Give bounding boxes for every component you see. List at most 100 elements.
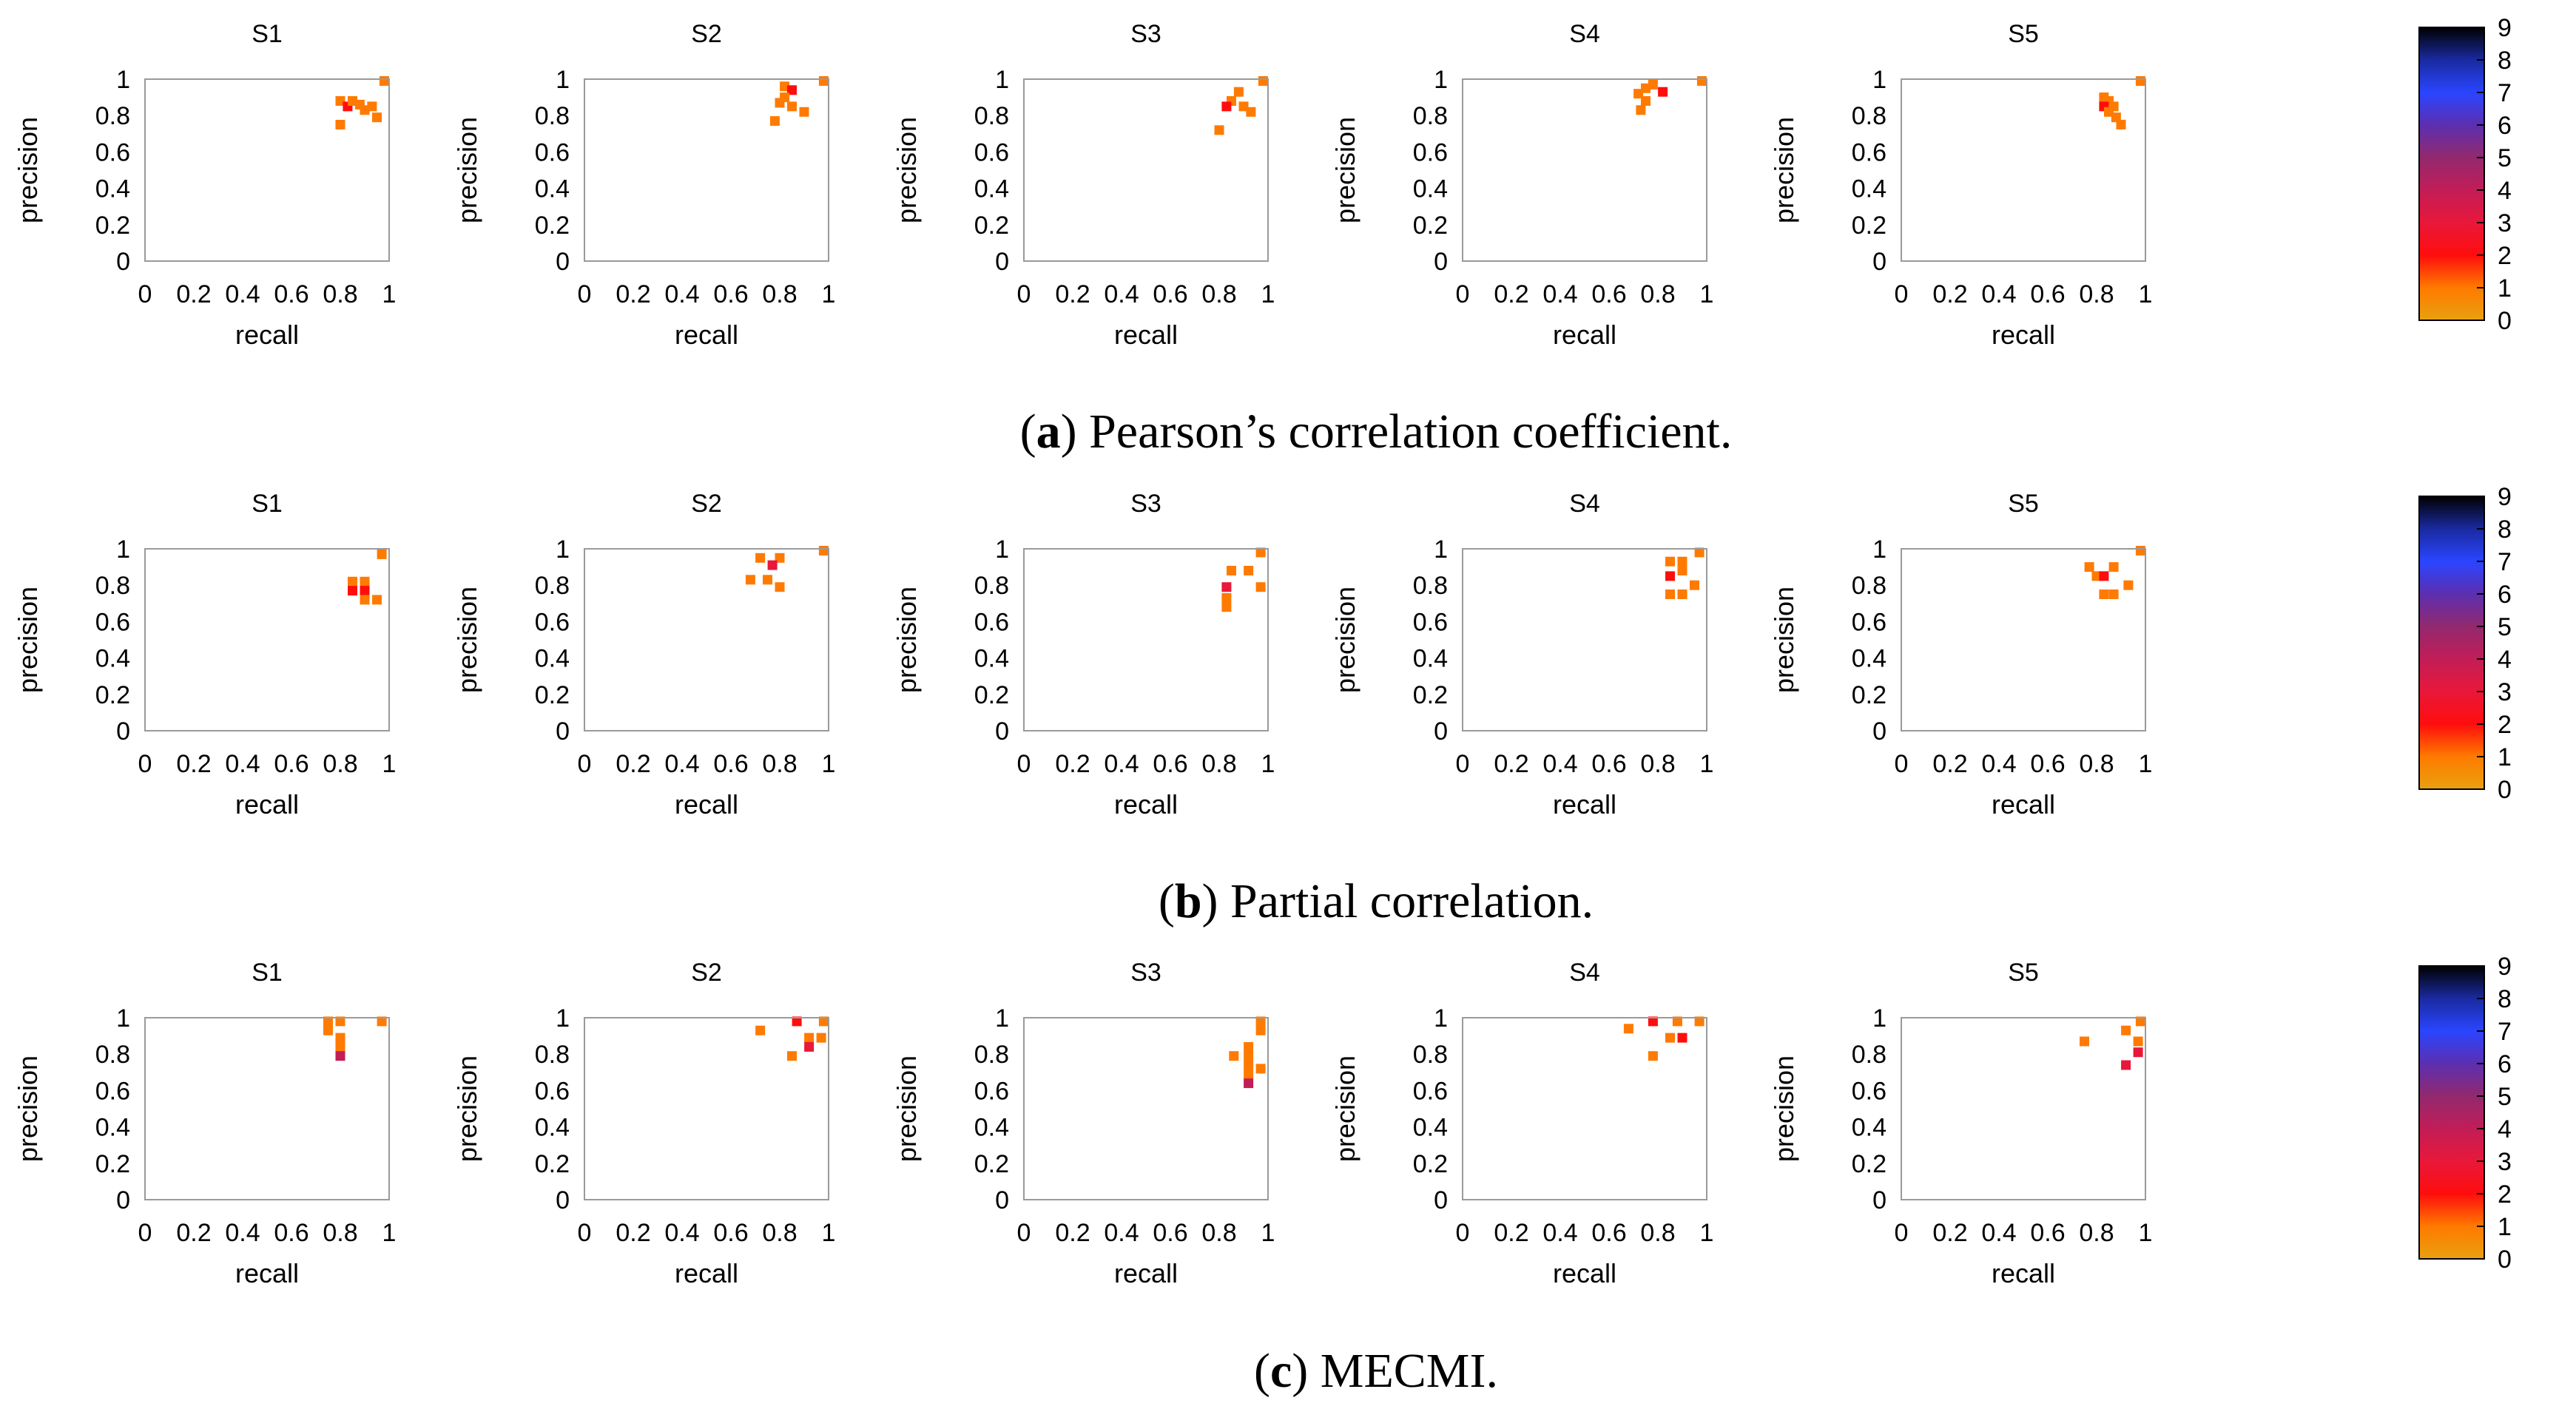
x-axis-label: recall	[1992, 1258, 2055, 1288]
y-axis-label: precision	[1769, 1055, 1799, 1162]
heatmap-cell	[2116, 120, 2126, 129]
heatmap-cell	[818, 546, 829, 555]
y-tick-label: 0.6	[974, 138, 1009, 166]
heatmap-cell	[1221, 582, 1232, 592]
x-tick-label: 0	[1895, 750, 1909, 778]
colorbar: 0 1 2 3 4 5 6 7 8 9	[2418, 14, 2512, 335]
heatmap-cell	[775, 98, 785, 108]
y-tick-label: 0.4	[1413, 175, 1448, 203]
y-tick-label: 0.2	[95, 681, 130, 709]
colorbar-tick-label: 2	[2498, 242, 2512, 270]
x-tick-label: 0.8	[2079, 750, 2114, 778]
heatmap-panel: S4 0 0.2 0.4 0.6 0.8 1 0 0.2 0.4 0.6 0.8 1 recall prec…	[1330, 490, 1713, 820]
heatmap-cell	[1255, 547, 1266, 558]
heatmap-cell	[2104, 107, 2114, 117]
x-tick-label: 0.6	[2030, 750, 2065, 778]
x-axis-label: recall	[675, 320, 738, 350]
y-tick-label: 0.6	[95, 138, 130, 166]
x-tick-label: 0.2	[616, 750, 650, 778]
y-tick-label: 0.4	[1852, 645, 1887, 673]
y-tick-label: 0.8	[535, 102, 570, 130]
x-tick-label: 0.8	[1201, 750, 1236, 778]
heatmap-cell	[2121, 1025, 2131, 1035]
heatmap-cell	[2099, 589, 2109, 599]
y-tick-label: 0	[995, 1186, 1009, 1214]
x-tick-label: 0.6	[274, 750, 308, 778]
y-tick-label: 0.2	[974, 681, 1009, 709]
x-tick-label: 1	[2139, 1219, 2153, 1247]
heatmap-cell	[1244, 1051, 1254, 1061]
x-tick-label: 1	[382, 750, 397, 778]
x-tick-label: 0.8	[1640, 750, 1675, 778]
y-tick-label: 0.2	[1852, 1150, 1887, 1178]
y-tick-label: 0.8	[1413, 102, 1448, 130]
heatmap-cell	[818, 76, 829, 86]
heatmap-cell	[323, 1025, 333, 1035]
panel-title: S3	[1130, 20, 1161, 48]
heatmap-cell	[1255, 582, 1266, 592]
heatmap-cell	[2111, 112, 2121, 123]
x-tick-label: 0.8	[1640, 280, 1675, 308]
y-tick-label: 0.4	[1413, 645, 1448, 673]
x-tick-label: 1	[822, 280, 836, 308]
heatmap-cell	[787, 1051, 797, 1061]
y-tick-label: 0.8	[95, 1041, 130, 1069]
y-tick-label: 0.6	[95, 1077, 130, 1105]
y-tick-label: 0.8	[1852, 102, 1887, 130]
y-tick-label: 0.2	[1852, 212, 1887, 240]
x-tick-label: 1	[1700, 1219, 1714, 1247]
heatmap-cell	[360, 595, 370, 605]
x-tick-label: 0.6	[1591, 750, 1626, 778]
heatmap-cell	[1633, 89, 1644, 99]
y-tick-label: 0.2	[1413, 212, 1448, 240]
heatmap-cell	[335, 120, 345, 129]
y-tick-label: 0.8	[974, 572, 1009, 600]
plot-frame	[1462, 548, 1707, 731]
y-tick-label: 0.8	[974, 1041, 1009, 1069]
figure-caption: (c) MECMI.	[1254, 1344, 1498, 1398]
y-tick-label: 0.4	[535, 1114, 570, 1142]
panel-title: S5	[2008, 490, 2039, 518]
heatmap-cell	[2123, 580, 2134, 590]
x-tick-label: 0.8	[1640, 1219, 1675, 1247]
colorbar-tick-label: 4	[2498, 177, 2512, 205]
colorbar-tick-label: 5	[2498, 1083, 2512, 1111]
heatmap-cell	[1238, 101, 1249, 112]
colorbar-tick-label: 0	[2498, 1246, 2512, 1274]
x-axis-label: recall	[1553, 320, 1616, 350]
y-axis-label: precision	[891, 117, 922, 223]
y-tick-label: 1	[995, 66, 1009, 94]
x-tick-label: 0.2	[176, 750, 211, 778]
colorbar-tick-label: 2	[2498, 1180, 2512, 1209]
x-tick-label: 0.8	[762, 750, 797, 778]
y-tick-label: 0	[1872, 248, 1887, 276]
heatmap-cell	[2080, 1036, 2089, 1047]
y-tick-label: 0.6	[1852, 608, 1887, 636]
heatmap-panel: S2 0 0.2 0.4 0.6 0.8 1 0 0.2 0.4 0.6 0.8 1 recall prec…	[452, 490, 835, 820]
heatmap-cell	[1244, 566, 1254, 575]
y-tick-label: 0.8	[95, 572, 130, 600]
heatmap-cell	[1694, 547, 1705, 558]
heatmap-cell	[1227, 566, 1236, 575]
x-tick-label: 0.4	[1981, 1219, 2016, 1247]
x-tick-label: 0.4	[1981, 750, 2016, 778]
x-tick-label: 0.2	[1932, 280, 1967, 308]
y-tick-label: 1	[1434, 66, 1448, 94]
y-tick-label: 0	[556, 717, 570, 746]
x-tick-label: 0	[578, 1219, 592, 1247]
heatmap-cell	[335, 1041, 345, 1052]
colorbar-gradient	[2418, 496, 2485, 790]
heatmap-cell	[1672, 1016, 1682, 1027]
heatmap-cell	[1677, 556, 1687, 567]
heatmap-cell	[1636, 105, 1646, 115]
y-tick-label: 0.4	[95, 1114, 130, 1142]
x-tick-label: 0.6	[713, 1219, 748, 1247]
x-tick-label: 0.2	[1932, 750, 1967, 778]
heatmap-cell	[1677, 1033, 1687, 1043]
y-tick-label: 0.8	[974, 102, 1009, 130]
heatmap-cell	[323, 1016, 333, 1027]
x-tick-label: 0.6	[274, 280, 308, 308]
x-tick-label: 0	[1456, 280, 1470, 308]
colorbars-layer: 0 1 2 3 4 5 6 7 8 9 0 1 2 3 4 5 6 7 8 9 0 1 2 3 4 5 6 7 8 9	[2418, 14, 2512, 1274]
heatmap-cell	[360, 586, 370, 596]
